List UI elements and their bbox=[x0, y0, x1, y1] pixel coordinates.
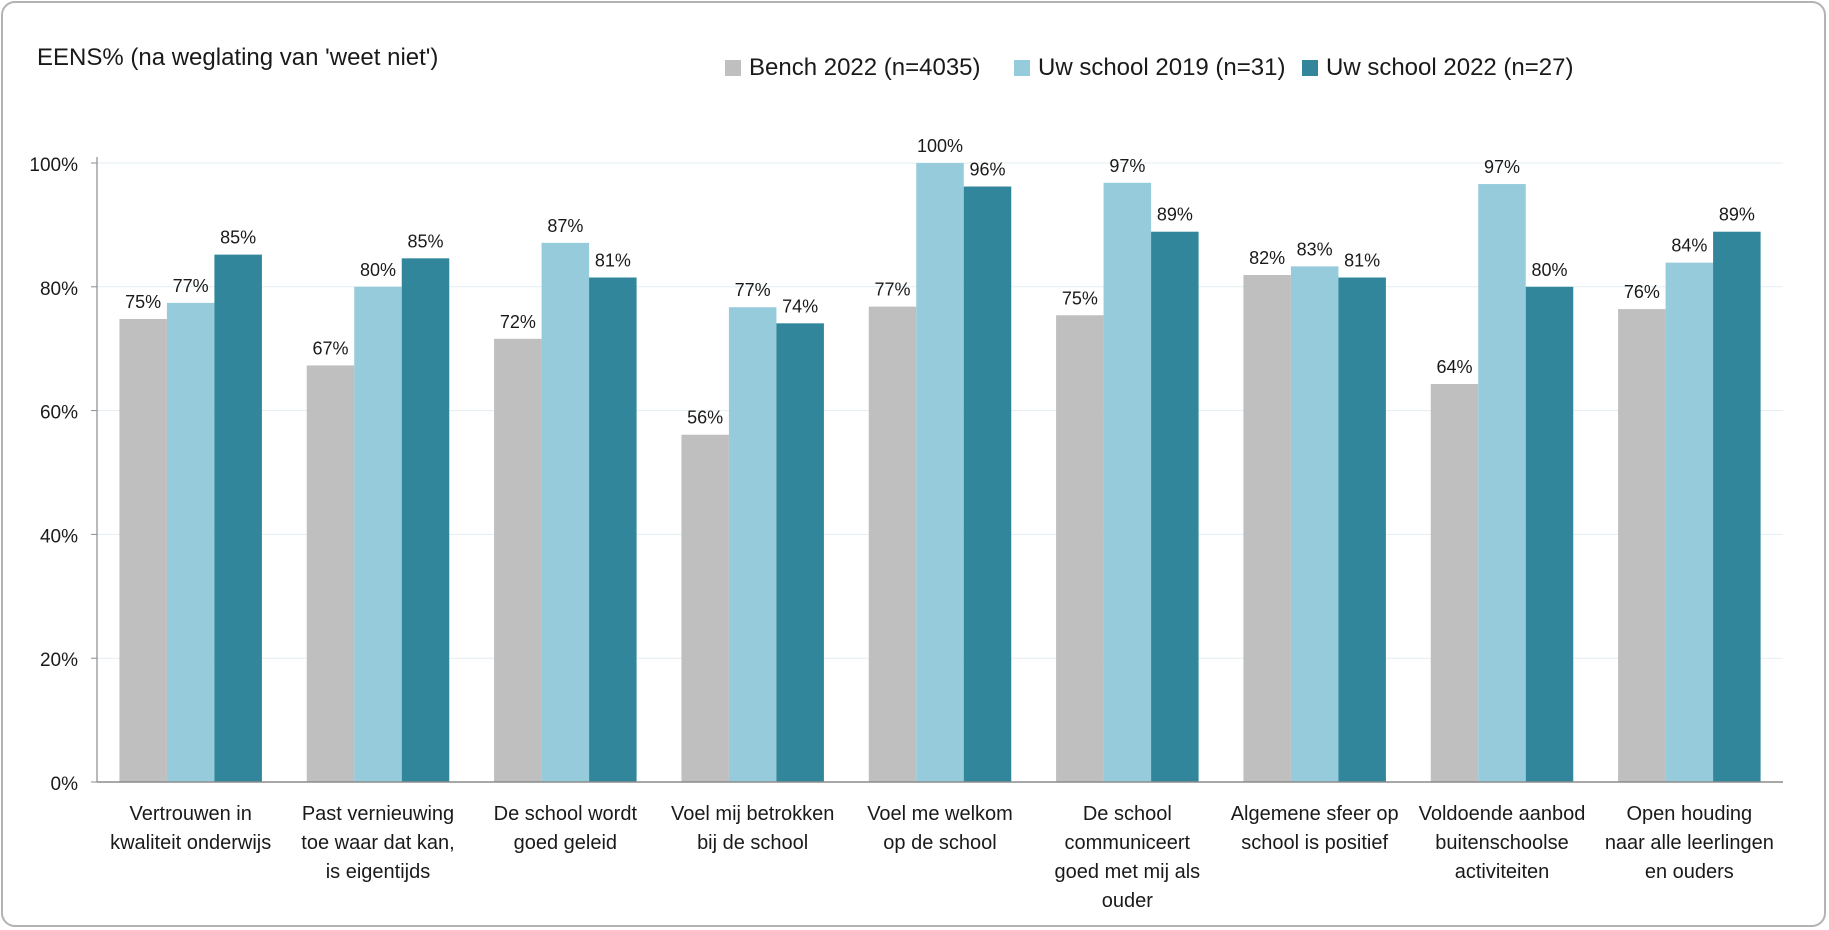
chart-title: EENS% (na weglating van 'weet niet') bbox=[37, 44, 439, 71]
bar bbox=[354, 286, 402, 782]
bar bbox=[916, 163, 964, 782]
bar bbox=[776, 323, 824, 782]
bar bbox=[401, 258, 450, 782]
data-label: 89% bbox=[1719, 205, 1755, 225]
x-tick-label: activiteiten bbox=[1455, 861, 1550, 883]
x-tick-label: Open houding bbox=[1626, 803, 1752, 825]
x-tick-label: goed geleid bbox=[514, 832, 617, 854]
x-tick-label: en ouders bbox=[1645, 861, 1734, 883]
bar bbox=[306, 365, 355, 782]
x-tick-label: bij de school bbox=[697, 832, 808, 854]
bar bbox=[728, 307, 777, 782]
legend-swatch-uw-school-2019 bbox=[1014, 60, 1030, 76]
data-label: 100% bbox=[917, 136, 963, 156]
data-label: 83% bbox=[1297, 239, 1333, 259]
bar bbox=[1243, 275, 1291, 782]
x-tick-label: kwaliteit onderwijs bbox=[110, 832, 271, 854]
y-tick-label: 80% bbox=[40, 279, 78, 300]
legend-swatch-bench-2022 bbox=[725, 60, 741, 76]
bar bbox=[494, 338, 542, 782]
bar bbox=[681, 434, 729, 782]
y-tick-label: 0% bbox=[51, 774, 79, 795]
bar bbox=[1525, 286, 1574, 782]
y-tick-label: 20% bbox=[40, 650, 78, 671]
x-tick-label: De school bbox=[1083, 803, 1172, 825]
bar bbox=[119, 318, 167, 782]
bar bbox=[1103, 182, 1152, 783]
x-tick-label: Past vernieuwing bbox=[302, 803, 454, 825]
data-label: 56% bbox=[687, 408, 723, 428]
data-label: 80% bbox=[1531, 260, 1567, 280]
x-tick-label: De school wordt bbox=[494, 803, 638, 825]
x-tick-label: buitenschoolse bbox=[1435, 832, 1568, 854]
data-label: 67% bbox=[312, 338, 348, 358]
bar bbox=[214, 254, 262, 782]
bar bbox=[1430, 383, 1479, 782]
data-label: 72% bbox=[500, 312, 536, 332]
data-label: 77% bbox=[874, 280, 910, 300]
x-tick-label: Vertrouwen in bbox=[130, 803, 252, 825]
data-label: 85% bbox=[220, 228, 256, 248]
x-tick-label: goed met mij als bbox=[1055, 861, 1201, 883]
x-tick-label: communiceert bbox=[1065, 832, 1191, 854]
bar bbox=[1665, 262, 1714, 782]
bar bbox=[1618, 309, 1666, 782]
data-label: 77% bbox=[735, 280, 771, 300]
bar bbox=[1338, 277, 1386, 782]
legend-label-uw-school-2019: Uw school 2019 (n=31) bbox=[1038, 54, 1286, 81]
bar bbox=[868, 306, 917, 782]
x-tick-label: is eigentijds bbox=[326, 861, 431, 883]
data-label: 82% bbox=[1249, 248, 1285, 268]
x-tick-label: ouder bbox=[1102, 890, 1153, 912]
data-label: 87% bbox=[547, 216, 583, 236]
data-label: 76% bbox=[1624, 282, 1660, 302]
bar bbox=[963, 186, 1012, 783]
data-label: 81% bbox=[1344, 251, 1380, 271]
data-label: 97% bbox=[1109, 156, 1145, 176]
bar bbox=[1151, 231, 1199, 783]
bar bbox=[541, 242, 590, 782]
data-label: 97% bbox=[1484, 157, 1520, 177]
data-label: 64% bbox=[1436, 357, 1472, 377]
data-label: 74% bbox=[782, 296, 818, 316]
x-tick-label: school is positief bbox=[1241, 832, 1388, 854]
x-tick-label: Voel mij betrokken bbox=[671, 803, 834, 825]
x-tick-label: Voldoende aanbod bbox=[1419, 803, 1586, 825]
data-label: 85% bbox=[407, 231, 443, 251]
y-tick-label: 40% bbox=[40, 526, 78, 547]
x-tick-label: Voel me welkom bbox=[867, 803, 1013, 825]
x-tick-label: op de school bbox=[883, 832, 996, 854]
data-label: 75% bbox=[125, 292, 161, 312]
x-tick-label: naar alle leerlingen bbox=[1605, 832, 1774, 854]
bar bbox=[1290, 266, 1339, 782]
legend-item-uw-school-2019: Uw school 2019 (n=31) bbox=[1014, 54, 1285, 82]
y-tick-label: 60% bbox=[40, 403, 78, 424]
bar bbox=[1056, 315, 1104, 782]
data-label: 96% bbox=[969, 160, 1005, 180]
data-label: 80% bbox=[360, 260, 396, 280]
bar bbox=[1478, 184, 1526, 782]
bar bbox=[166, 302, 215, 782]
data-label: 75% bbox=[1062, 288, 1098, 308]
bar bbox=[589, 277, 637, 782]
legend-item-uw-school-2022: Uw school 2022 (n=27) bbox=[1302, 54, 1573, 82]
data-label: 89% bbox=[1157, 205, 1193, 225]
data-label: 81% bbox=[595, 251, 631, 271]
legend-label-bench-2022: Bench 2022 (n=4035) bbox=[749, 54, 981, 81]
x-tick-label: toe waar dat kan, bbox=[301, 832, 454, 854]
data-label: 77% bbox=[173, 276, 209, 296]
legend-item-bench-2022: Bench 2022 (n=4035) bbox=[725, 54, 981, 82]
y-tick-label: 100% bbox=[29, 155, 78, 176]
x-tick-label: Algemene sfeer op bbox=[1231, 803, 1399, 825]
legend-label-uw-school-2022: Uw school 2022 (n=27) bbox=[1326, 54, 1574, 81]
bar bbox=[1713, 231, 1761, 783]
data-label: 84% bbox=[1671, 236, 1707, 256]
legend-swatch-uw-school-2022 bbox=[1302, 60, 1318, 76]
